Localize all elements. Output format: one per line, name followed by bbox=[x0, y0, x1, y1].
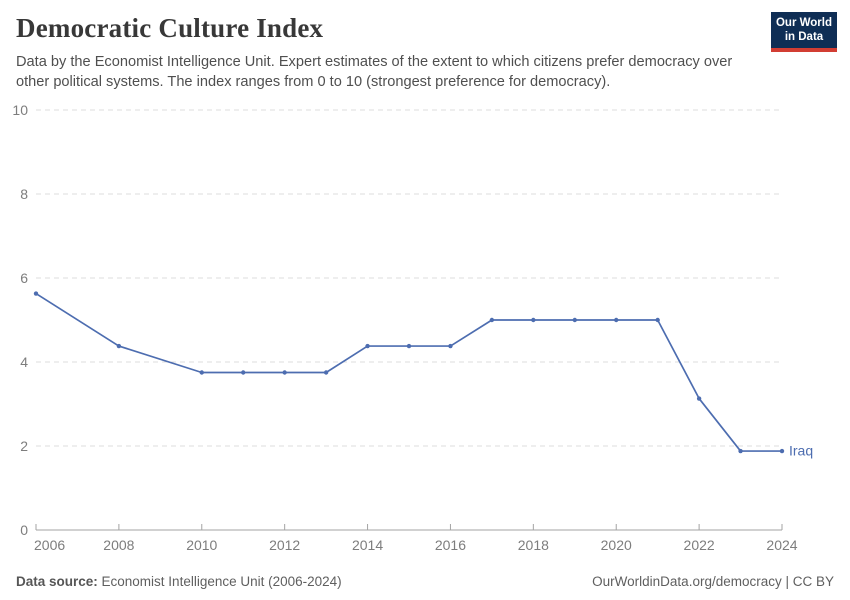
data-point[interactable] bbox=[282, 370, 287, 375]
y-tick-label: 0 bbox=[20, 522, 28, 538]
credit-link[interactable]: OurWorldinData.org/democracy | CC BY bbox=[592, 574, 834, 589]
y-tick-label: 6 bbox=[20, 270, 28, 286]
y-tick-label: 8 bbox=[20, 186, 28, 202]
data-source-label: Data source: bbox=[16, 574, 98, 589]
data-point[interactable] bbox=[323, 370, 329, 375]
data-point[interactable] bbox=[199, 370, 204, 375]
data-point[interactable] bbox=[489, 317, 495, 323]
x-tick-label: 2024 bbox=[766, 537, 797, 553]
x-tick-label: 2018 bbox=[518, 537, 549, 553]
x-tick-label: 2022 bbox=[684, 537, 715, 553]
data-line-iraq[interactable] bbox=[35, 292, 783, 452]
y-tick-label: 10 bbox=[12, 102, 28, 118]
chart-footer: Data source: Economist Intelligence Unit… bbox=[16, 574, 834, 589]
x-tick-label: 2016 bbox=[435, 537, 466, 553]
data-source: Data source: Economist Intelligence Unit… bbox=[16, 574, 342, 589]
data-point[interactable] bbox=[572, 317, 577, 323]
data-point[interactable] bbox=[33, 291, 39, 296]
data-point[interactable] bbox=[738, 448, 743, 454]
x-tick-label: 2012 bbox=[269, 537, 300, 553]
x-tick-label: 2006 bbox=[34, 537, 65, 553]
entity-label[interactable]: Iraq bbox=[789, 443, 813, 459]
x-tick-label: 2014 bbox=[352, 537, 383, 553]
y-tick-label: 2 bbox=[20, 438, 28, 454]
chart-subtitle: Data by the Economist Intelligence Unit.… bbox=[16, 54, 733, 90]
x-tick-label: 2008 bbox=[103, 537, 134, 553]
x-tick-label: 2020 bbox=[601, 537, 632, 553]
x-tick-label: 2010 bbox=[186, 537, 217, 553]
data-point[interactable] bbox=[614, 317, 619, 323]
data-point[interactable] bbox=[241, 370, 246, 375]
page-title: Democratic Culture Index bbox=[16, 13, 324, 43]
data-point[interactable] bbox=[779, 448, 785, 454]
y-tick-label: 4 bbox=[20, 354, 28, 370]
data-point[interactable] bbox=[655, 317, 660, 323]
data-point[interactable] bbox=[531, 317, 536, 323]
data-point[interactable] bbox=[696, 396, 702, 401]
data-point[interactable] bbox=[365, 343, 370, 349]
owid-logo[interactable]: Our World in Data bbox=[771, 12, 837, 52]
data-source-text: Economist Intelligence Unit (2006-2024) bbox=[97, 574, 342, 589]
data-point[interactable] bbox=[116, 343, 122, 349]
data-point[interactable] bbox=[406, 343, 412, 349]
owid-logo-line2: in Data bbox=[784, 30, 824, 43]
data-point[interactable] bbox=[448, 343, 453, 349]
owid-logo-line1: Our World bbox=[775, 17, 832, 29]
